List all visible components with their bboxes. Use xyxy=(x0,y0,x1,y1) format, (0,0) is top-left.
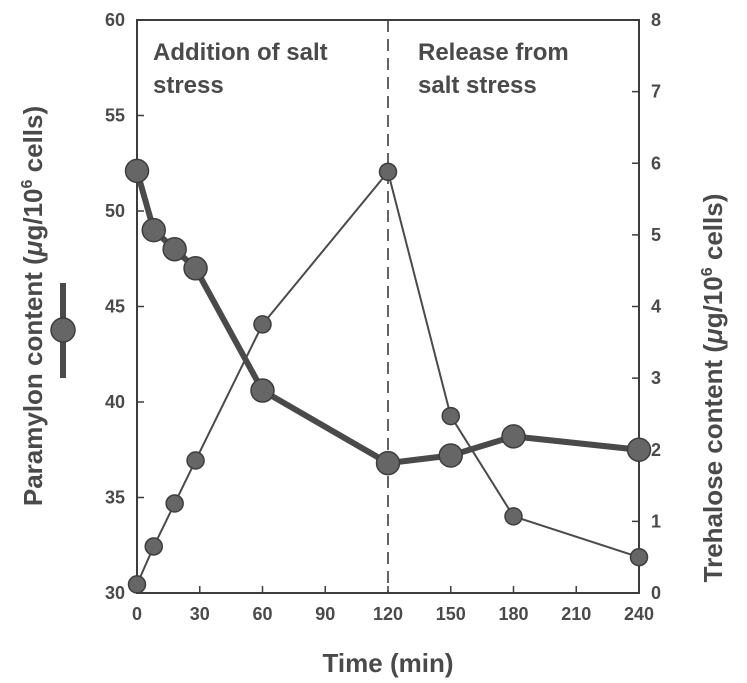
y-left-label-part-1: Paramylon content ( xyxy=(18,256,48,506)
ticks-layer: 0 30 60 90 120 150 180 210 240303540455055600123… xyxy=(105,10,661,624)
y-right-label-exp: 6 xyxy=(699,267,716,276)
paramylon-point xyxy=(375,450,401,476)
y-right-tick-label: 4 xyxy=(651,297,661,317)
paramylon-point xyxy=(501,424,526,449)
annotation-release-line-1: Release from xyxy=(418,39,569,66)
legend-paramylon-symbol xyxy=(50,283,76,378)
x-tick-label: 30 xyxy=(190,604,210,624)
y-right-tick-label: 1 xyxy=(651,511,661,531)
y-left-tick-label: 55 xyxy=(105,106,125,126)
paramylon-point xyxy=(438,443,463,468)
y-axis-left-label: Paramylon content (μg/106 cells) xyxy=(18,106,48,506)
legend-paramylon-marker xyxy=(50,317,76,343)
y-left-tick-label: 30 xyxy=(105,583,125,603)
paramylon-point xyxy=(124,158,150,184)
paramylon-point xyxy=(626,437,652,462)
y-left-tick-label: 40 xyxy=(105,392,125,412)
y-right-label-part-2: g/10 xyxy=(698,276,728,328)
paramylon-point xyxy=(250,378,275,403)
annotation-addition-line-2: stress xyxy=(153,72,224,99)
trehalose-point xyxy=(504,507,523,526)
y-right-tick-label: 5 xyxy=(651,225,661,245)
x-tick-label: 60 xyxy=(252,604,272,624)
y-right-tick-label: 2 xyxy=(651,440,661,460)
trehalose-point xyxy=(441,406,460,426)
x-tick-label: 150 xyxy=(436,604,466,624)
y-left-label-part-2: g/10 xyxy=(18,188,48,240)
trehalose-point xyxy=(144,537,163,556)
y-right-label-part-1: Trehalose content ( xyxy=(698,344,728,583)
x-tick-label: 210 xyxy=(561,604,591,624)
y-left-tick-label: 45 xyxy=(105,297,125,317)
series-layer xyxy=(124,158,652,594)
trehalose-point xyxy=(165,494,184,513)
annotation-addition-line-1: Addition of salt xyxy=(153,39,328,66)
trehalose-point xyxy=(629,547,649,567)
y-axis-right-label: Trehalose content (μg/106 cells) xyxy=(698,194,728,583)
y-left-label-exp: 6 xyxy=(19,179,36,188)
annotation-addition: Addition of salt stress xyxy=(153,39,334,99)
y-left-tick-label: 35 xyxy=(105,488,125,508)
x-tick-label: 180 xyxy=(498,604,528,624)
annotation-release: Release from salt stress xyxy=(418,39,575,99)
x-tick-label: 240 xyxy=(624,604,654,624)
y-right-tick-label: 0 xyxy=(651,583,661,603)
paramylon-point xyxy=(141,217,166,243)
x-tick-label: 90 xyxy=(315,604,335,624)
annotation-release-line-2: salt stress xyxy=(418,72,537,99)
paramylon-point xyxy=(162,236,187,262)
x-axis-label: Time (min) xyxy=(323,648,454,678)
trehalose-point xyxy=(253,315,272,334)
y-right-tick-label: 8 xyxy=(651,10,661,30)
y-left-label-part-3: cells) xyxy=(18,106,48,180)
trehalose-point xyxy=(127,575,147,594)
y-right-label-part-3: cells) xyxy=(698,194,728,268)
y-left-tick-label: 50 xyxy=(105,201,125,221)
x-tick-label: 0 xyxy=(132,604,142,624)
y-left-label-mu: μ xyxy=(18,240,48,257)
y-right-tick-label: 6 xyxy=(651,153,661,173)
y-left-tick-label: 60 xyxy=(105,10,125,30)
y-right-tick-label: 7 xyxy=(651,82,661,102)
y-right-label-mu: μ xyxy=(698,328,728,345)
y-right-tick-label: 3 xyxy=(651,368,661,388)
x-tick-label: 120 xyxy=(373,604,403,624)
trehalose-point xyxy=(186,451,205,470)
paramylon-point xyxy=(183,256,208,281)
trehalose-point xyxy=(378,162,398,182)
